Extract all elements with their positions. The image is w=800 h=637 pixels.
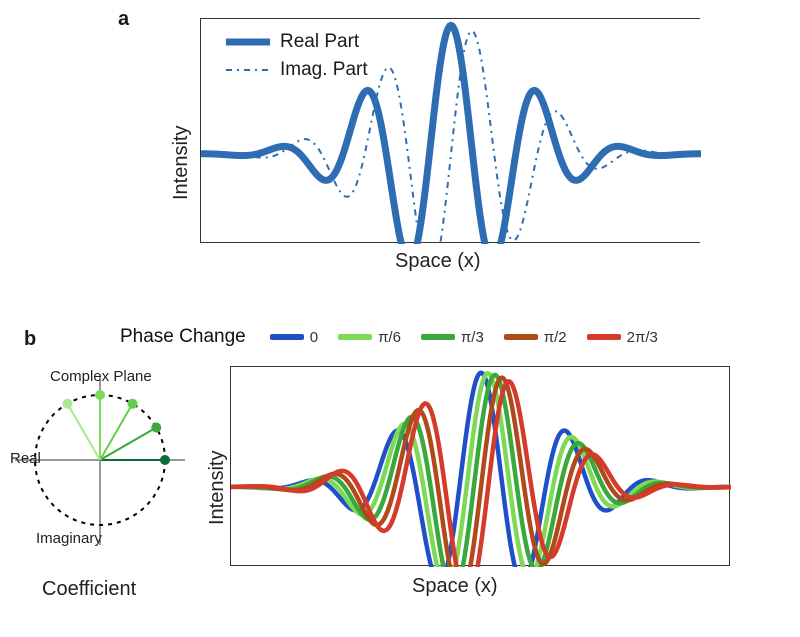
phase-vector-tip xyxy=(151,423,161,433)
phase-swatch xyxy=(270,334,304,340)
phase-legend-item: 2π/3 xyxy=(587,329,658,346)
panel-a-label: a xyxy=(118,8,129,31)
figure-root: a Real Part Imag. Part Intensity Space (x… xyxy=(0,0,800,637)
panel-b-xlabel: Space (x) xyxy=(412,575,498,598)
complex-plane-imag-label: Imaginary xyxy=(36,530,102,547)
phase-value: π/6 xyxy=(378,329,401,346)
phase-legend-item: π/6 xyxy=(338,329,401,346)
legend-swatch xyxy=(226,63,270,77)
legend-text: Real Part xyxy=(280,31,359,53)
phase-vector-tip xyxy=(160,455,170,465)
legend-swatch xyxy=(226,35,270,49)
phase-vector-tip xyxy=(128,399,138,409)
panel-b-label: b xyxy=(24,328,36,351)
phase-value: 0 xyxy=(310,329,318,346)
phase-legend-item: π/3 xyxy=(421,329,484,346)
legend-text: Imag. Part xyxy=(280,59,368,81)
phase-legend-item: π/2 xyxy=(504,329,567,346)
panel-a-legend: Real Part Imag. Part xyxy=(226,31,368,81)
phase-value: π/2 xyxy=(544,329,567,346)
panel-a-ylabel: Intensity xyxy=(170,126,193,200)
phase-vector-tip xyxy=(63,399,73,409)
phase-legend-item: 0 xyxy=(270,329,318,346)
complex-plane-real-label: Real xyxy=(10,450,41,467)
phase-swatch xyxy=(587,334,621,340)
phase-value: 2π/3 xyxy=(627,329,658,346)
panel-b-plot xyxy=(230,366,730,566)
panel-b-ylabel: Intensity xyxy=(206,451,229,525)
phase-change-legend: Phase Change 0 π/6 π/3 π/2 2π/3 xyxy=(120,326,658,348)
panel-a-plot: Real Part Imag. Part xyxy=(200,18,700,243)
phase-vector-tip xyxy=(95,390,105,400)
legend-row: Imag. Part xyxy=(226,59,368,81)
phase-legend-title: Phase Change xyxy=(120,326,246,348)
phase-swatch xyxy=(504,334,538,340)
phase-swatch xyxy=(338,334,372,340)
phase-value: π/3 xyxy=(461,329,484,346)
phase-swatch xyxy=(421,334,455,340)
panel-a-xlabel: Space (x) xyxy=(395,250,481,273)
legend-row: Real Part xyxy=(226,31,368,53)
panel-b-svg xyxy=(231,367,731,567)
phase-vector xyxy=(68,404,101,460)
complex-plane-title: Complex Plane xyxy=(50,368,152,385)
coefficient-label: Coefficient xyxy=(42,578,136,601)
